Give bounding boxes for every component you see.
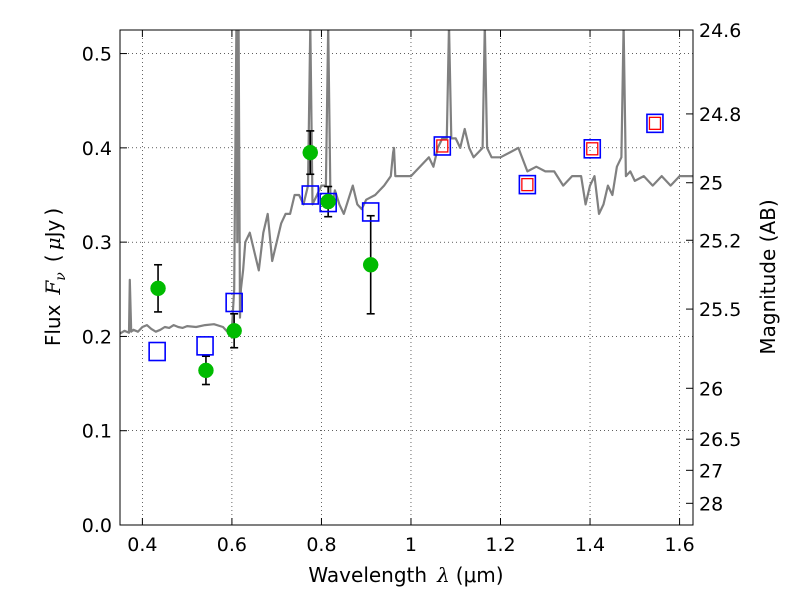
y2-tick-label: 27 (699, 460, 723, 482)
observed-point (226, 323, 242, 339)
y2-tick-label: 25 (699, 173, 723, 195)
ticks: 0.4 0.6 0.8 1 1.2 1.4 1.6 0.0 0.1 0.2 0.3 0.4 0.5 24.… (82, 20, 742, 556)
y2-tick-label: 24.8 (699, 104, 741, 126)
y2-tick-label: 28 (699, 493, 723, 515)
y-tick-label: 0.3 (82, 232, 112, 254)
y2-axis-label: Magnitude (AB) (756, 199, 780, 354)
model-photometry-square (225, 292, 243, 313)
y-axis-label: FluxFν(μJy) (41, 208, 69, 346)
observed-point (302, 144, 319, 161)
model-photometry-square (433, 136, 452, 156)
model-photometry-square (361, 202, 380, 222)
model-photometry-small-square (436, 139, 449, 153)
observed-point (362, 257, 379, 273)
x-tick-label: 1.2 (485, 534, 515, 556)
model-photometry-square (301, 185, 320, 205)
observed-point (198, 362, 214, 379)
model-photometry-square (148, 341, 166, 362)
y2-tick-label: 25.2 (699, 230, 741, 252)
y-tick-label: 0.1 (82, 421, 112, 443)
observed-point (320, 193, 336, 210)
grid (120, 30, 693, 526)
x-tick-label: 0.8 (306, 534, 336, 556)
y-tick-label: 0.0 (82, 515, 112, 537)
y2-tick-label: 24.6 (699, 20, 741, 42)
model-photometry-square (319, 192, 337, 213)
x-tick-label: 0.6 (217, 534, 247, 556)
y2-tick-label: 26.5 (699, 429, 741, 451)
plot-frame (119, 29, 694, 526)
model-photometry-small-square (521, 177, 534, 192)
model-photometry-small-square (586, 142, 599, 156)
x-tick-label: 0.4 (127, 534, 157, 556)
x-tick-label: 1 (405, 534, 417, 556)
x-axis-label: Wavelength λ (μm) (308, 563, 503, 587)
y-tick-label: 0.5 (82, 44, 112, 66)
model-photometry-square (196, 336, 214, 356)
model-photometry-square (518, 174, 537, 195)
y2-tick-label: 25.5 (699, 299, 741, 321)
x-tick-label: 1.4 (575, 534, 605, 556)
y-tick-label: 0.4 (82, 138, 112, 160)
observed-point (150, 280, 166, 297)
model-spectrum-line (120, 30, 693, 335)
y-tick-label: 0.2 (82, 326, 112, 348)
model-photometry-square (583, 139, 602, 159)
y2-tick-label: 26 (699, 378, 723, 400)
plot-area (120, 30, 693, 386)
model-photometry-square (646, 113, 664, 134)
x-tick-label: 1.6 (664, 534, 694, 556)
model-photometry-small-square (648, 116, 662, 130)
